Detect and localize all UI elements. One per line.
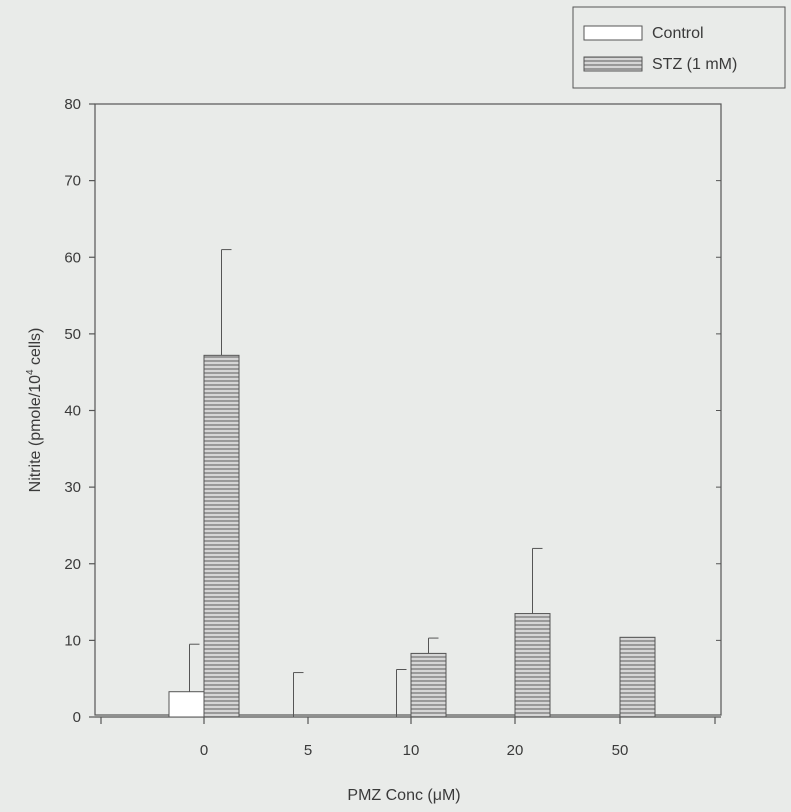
x-axis: 0 5 10 20 50 (95, 716, 721, 759)
y-axis-title: Nitrite (pmole/104 cells) (25, 328, 44, 493)
y-tick-label: 20 (64, 556, 81, 573)
error-bars-group (189, 249, 543, 717)
bar-stz (203, 354, 240, 718)
y-axis: 0 10 20 30 40 50 60 70 80 (64, 96, 721, 726)
plot-frame (94, 103, 722, 716)
x-tick-label: 20 (507, 742, 524, 759)
bar-control (168, 691, 205, 718)
legend-swatch-control (583, 25, 643, 41)
y-tick-label: 10 (64, 632, 81, 649)
y-tick-label: 40 (64, 403, 81, 420)
bar-stz (619, 636, 656, 718)
x-axis-title: PMZ Conc (μM) (347, 787, 460, 804)
y-tick-label: 30 (64, 479, 81, 496)
error-bar-control (189, 643, 200, 692)
bar-stz (514, 613, 551, 718)
legend-swatch-stz (583, 56, 643, 72)
bar-stz (410, 652, 447, 718)
error-bar-stz (428, 637, 439, 654)
error-bar-control (396, 668, 407, 717)
bars-group (168, 354, 656, 718)
legend-label-stz: STZ (1 mM) (652, 56, 737, 73)
legend-box (572, 6, 786, 89)
error-bar-stz (221, 249, 232, 356)
legend-label-control: Control (652, 25, 704, 42)
x-tick-label: 10 (403, 742, 420, 759)
legend: Control STZ (1 mM) (572, 6, 786, 89)
y-tick-label: 80 (64, 96, 81, 113)
error-bar-control (293, 672, 304, 717)
y-tick-label: 60 (64, 249, 81, 266)
x-tick-label: 0 (200, 742, 208, 759)
x-tick-label: 5 (304, 742, 312, 759)
y-tick-label: 50 (64, 326, 81, 343)
y-tick-label: 0 (73, 709, 81, 726)
error-bar-stz (532, 547, 543, 614)
y-tick-label: 70 (64, 173, 81, 190)
x-tick-label: 50 (612, 742, 629, 759)
